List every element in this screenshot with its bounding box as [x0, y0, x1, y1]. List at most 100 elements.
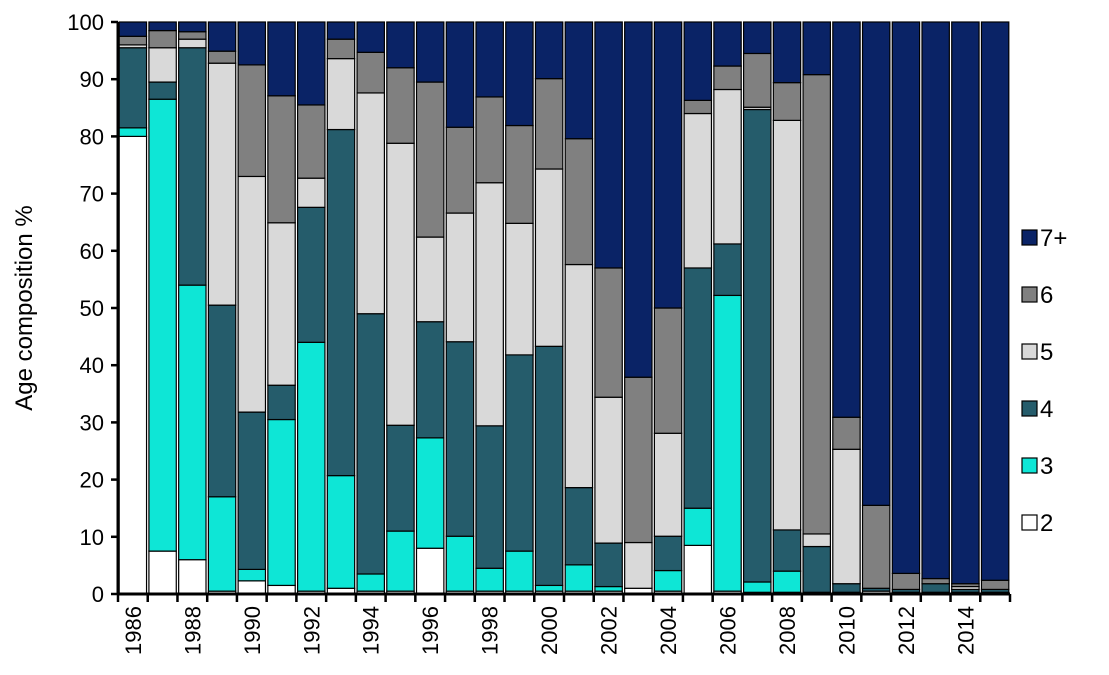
bar-segment-2005-age-5: [683, 112, 713, 269]
bar-segment-1994-age-3: [356, 573, 386, 592]
x-tick-label: 2010: [835, 606, 860, 655]
y-tick-label: 30: [80, 410, 104, 435]
bar-segment-2000-age-6: [534, 78, 564, 170]
bar-segment-1997-age-3: [445, 535, 475, 592]
bar-segment-1992-age-6: [296, 104, 326, 179]
bar-segment-2004-age-7+: [653, 21, 683, 309]
bar-segment-1988-age-4: [178, 47, 207, 286]
bar-segment-2002-age-6: [594, 267, 623, 398]
bar-segment-2004-age-6: [653, 307, 683, 434]
bar-segment-1992-age-7+: [296, 21, 326, 106]
bar-segment-1995-age-5: [386, 142, 415, 426]
bar-segment-1988-age-2: [178, 559, 207, 595]
bar-segment-2015-age-6: [980, 579, 1010, 591]
bar-segment-1998-age-5: [475, 182, 504, 427]
legend-swatch-2: [1021, 514, 1038, 531]
bar-segment-2014-age-7+: [951, 21, 980, 585]
bar-segment-2005-age-7+: [683, 21, 713, 101]
bar-segment-2009-age-6: [802, 74, 832, 535]
bar-segment-1990-age-2: [237, 580, 267, 595]
bar-segment-1989-age-5: [207, 62, 237, 306]
bar-segment-2010-age-6: [832, 416, 861, 450]
bar-segment-1996-age-4: [415, 321, 445, 439]
bar-segment-1990-age-5: [237, 175, 267, 413]
bar-segment-1996-age-7+: [415, 21, 445, 83]
bar-segment-2006-age-6: [713, 65, 742, 91]
bar-segment-2011-age-6: [861, 504, 891, 589]
y-tick-label: 70: [80, 182, 104, 207]
bar-segment-1991-age-7+: [267, 21, 296, 97]
bar-segment-2005-age-6: [683, 99, 713, 115]
bar-segment-2002-age-3: [594, 585, 623, 592]
bar-segment-2008-age-7+: [772, 21, 802, 84]
legend-label-4: 4: [1040, 396, 1053, 423]
x-tick-label: 2000: [537, 606, 562, 655]
bar-segment-2007-age-4: [742, 108, 772, 583]
bar-segment-1986-age-4: [118, 47, 148, 129]
bar-segment-2008-age-6: [772, 82, 802, 121]
bar-segment-2013-age-4: [921, 583, 950, 593]
bar-segment-2002-age-5: [594, 396, 623, 544]
bar-segment-1993-age-6: [326, 38, 356, 60]
bar-segment-1999-age-7+: [505, 21, 534, 127]
x-tick-label: 1990: [240, 606, 265, 655]
bar-segment-2009-age-5: [802, 533, 832, 548]
bar-segment-2000-age-4: [534, 345, 564, 587]
bar-segment-1993-age-5: [326, 58, 356, 131]
bar-segment-2004-age-3: [653, 569, 683, 592]
y-axis-title: Age composition %: [11, 205, 38, 410]
bar-segment-2003-age-7+: [624, 21, 653, 378]
x-tick-label: 1994: [359, 606, 384, 655]
bar-segment-1993-age-3: [326, 475, 356, 589]
y-tick-label: 80: [80, 124, 104, 149]
bar-segment-1996-age-6: [415, 81, 445, 238]
bar-segment-1992-age-4: [296, 206, 326, 343]
bar-segment-1995-age-7+: [386, 21, 415, 69]
y-tick-label: 20: [80, 468, 104, 493]
bar-segment-1996-age-5: [415, 236, 445, 323]
bar-segment-1988-age-7+: [178, 21, 207, 33]
bar-segment-1998-age-6: [475, 96, 504, 184]
y-tick-label: 60: [80, 239, 104, 264]
y-tick-label: 100: [67, 10, 104, 35]
bar-segment-2006-age-7+: [713, 21, 742, 67]
bar-segment-1993-age-7+: [326, 21, 356, 40]
bar-segment-1994-age-4: [356, 313, 386, 575]
bar-segment-1999-age-3: [505, 550, 534, 592]
bar-segment-2015-age-7+: [980, 21, 1010, 581]
legend-swatch-3: [1021, 457, 1038, 474]
y-tick-label: 90: [80, 67, 104, 92]
bar-segment-1991-age-3: [267, 418, 296, 587]
bar-segment-2001-age-3: [564, 564, 594, 592]
bar-segment-2005-age-2: [683, 544, 713, 595]
bar-segment-2006-age-4: [713, 243, 742, 297]
bar-segment-1997-age-4: [445, 341, 475, 537]
bar-segment-2004-age-5: [653, 432, 683, 537]
bar-segment-2010-age-7+: [832, 21, 861, 418]
bar-segment-1988-age-3: [178, 284, 207, 561]
bar-segment-2008-age-3: [772, 570, 802, 593]
x-tick-label: 2012: [894, 606, 919, 655]
bar-segment-1986-age-7+: [118, 21, 148, 37]
bar-segment-1987-age-4: [148, 81, 177, 100]
bar-segment-1987-age-6: [148, 29, 177, 49]
bar-segment-1994-age-6: [356, 51, 386, 94]
y-tick-label: 0: [92, 582, 104, 607]
bar-segment-1989-age-7+: [207, 21, 237, 52]
bar-segment-1988-age-6: [178, 31, 207, 40]
bar-segment-1993-age-4: [326, 128, 356, 477]
legend: 7+ 6 5 4 3 2: [1021, 225, 1067, 537]
bar-segment-1996-age-3: [415, 437, 445, 549]
bar-segment-2002-age-4: [594, 542, 623, 588]
bar-segment-2003-age-5: [624, 541, 653, 589]
legend-swatch-4: [1021, 400, 1038, 417]
bar-segment-2000-age-5: [534, 168, 564, 347]
bar-segment-2006-age-3: [713, 294, 742, 592]
bar-segment-1999-age-6: [505, 124, 534, 224]
bar-segment-2007-age-6: [742, 52, 772, 108]
bar-segment-1990-age-3: [237, 568, 267, 582]
bar-segment-1999-age-5: [505, 222, 534, 356]
bar-segment-1988-age-5: [178, 38, 207, 49]
bar-segment-1987-age-3: [148, 98, 177, 552]
bar-segment-1998-age-4: [475, 425, 504, 569]
